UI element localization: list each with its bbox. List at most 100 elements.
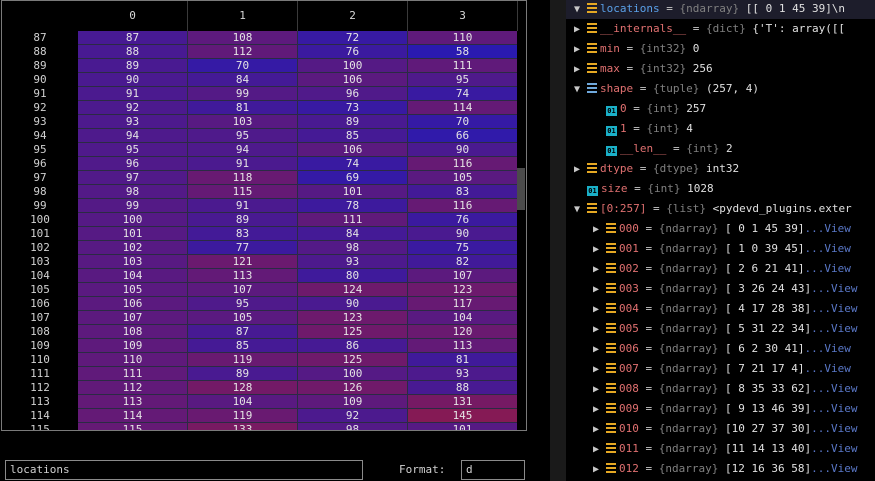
table-cell[interactable]: 73 (298, 101, 408, 115)
collapse-arrow-icon[interactable]: ▼ (573, 4, 581, 15)
table-cell[interactable]: 99 (188, 87, 298, 101)
view-link[interactable]: ...View (804, 262, 851, 275)
table-cell[interactable]: 107 (408, 269, 518, 283)
row-index[interactable]: 92 (33, 101, 47, 114)
expand-arrow-icon[interactable]: ▶ (573, 24, 581, 35)
table-cell[interactable]: 76 (298, 45, 408, 59)
tree-row[interactable]: 01 __len__ = {int} 2 (566, 139, 875, 159)
table-cell[interactable]: 106 (298, 73, 408, 87)
table-cell[interactable]: 109 (78, 339, 188, 353)
table-cell[interactable]: 111 (78, 367, 188, 381)
table-cell[interactable]: 95 (188, 297, 298, 311)
view-link[interactable]: ...View (811, 422, 858, 435)
row-index[interactable]: 103 (30, 255, 50, 268)
tree-row[interactable]: ▶ 000 = {ndarray} [ 0 1 45 39]...View (566, 219, 875, 239)
table-cell[interactable]: 93 (408, 367, 518, 381)
collapse-arrow-icon[interactable]: ▼ (573, 84, 581, 95)
table-cell[interactable]: 98 (78, 185, 188, 199)
tree-row[interactable]: ▶ 010 = {ndarray} [10 27 37 30]...View (566, 419, 875, 439)
table-cell[interactable]: 82 (408, 255, 518, 269)
tree-row[interactable]: ▶ 007 = {ndarray} [ 7 21 17 4]...View (566, 359, 875, 379)
table-cell[interactable]: 123 (298, 311, 408, 325)
row-index[interactable]: 107 (30, 311, 50, 324)
tree-row[interactable]: ▶ 001 = {ndarray} [ 1 0 39 45]...View (566, 239, 875, 259)
table-cell[interactable]: 107 (78, 311, 188, 325)
collapse-arrow-icon[interactable]: ▼ (573, 204, 581, 215)
expand-arrow-icon[interactable]: ▶ (592, 444, 600, 455)
vertical-scrollbar[interactable] (517, 31, 525, 430)
tree-row[interactable]: ▶ 009 = {ndarray} [ 9 13 46 39]...View (566, 399, 875, 419)
row-index[interactable]: 102 (30, 241, 50, 254)
table-cell[interactable]: 121 (188, 255, 298, 269)
table-cell[interactable]: 98 (298, 241, 408, 255)
table-cell[interactable]: 108 (188, 31, 298, 45)
expand-arrow-icon[interactable]: ▶ (592, 284, 600, 295)
table-cell[interactable]: 92 (298, 409, 408, 423)
table-cell[interactable]: 96 (298, 87, 408, 101)
table-cell[interactable]: 85 (188, 339, 298, 353)
tree-row[interactable]: ▶ 002 = {ndarray} [ 2 6 21 41]...View (566, 259, 875, 279)
table-cell[interactable]: 83 (188, 227, 298, 241)
view-link[interactable]: ...View (811, 322, 858, 335)
table-cell[interactable]: 104 (408, 311, 518, 325)
column-header-1[interactable]: 1 (188, 1, 298, 31)
format-input[interactable]: d (461, 460, 525, 480)
tree-row[interactable]: ▶ min = {int32} 0 (566, 39, 875, 59)
table-cell[interactable]: 89 (298, 115, 408, 129)
table-cell[interactable]: 90 (408, 143, 518, 157)
table-cell[interactable]: 133 (188, 423, 298, 430)
row-index[interactable]: 87 (33, 31, 47, 44)
table-cell[interactable]: 107 (188, 283, 298, 297)
table-cell[interactable]: 89 (188, 213, 298, 227)
tree-row[interactable]: ▼ shape = {tuple} (257, 4) (566, 79, 875, 99)
table-cell[interactable]: 90 (408, 227, 518, 241)
table-cell[interactable]: 69 (298, 171, 408, 185)
table-cell[interactable]: 113 (188, 269, 298, 283)
table-cell[interactable]: 80 (298, 269, 408, 283)
table-cell[interactable]: 100 (298, 367, 408, 381)
table-cell[interactable]: 100 (298, 59, 408, 73)
table-cell[interactable]: 105 (78, 283, 188, 297)
view-link[interactable]: ...View (811, 382, 858, 395)
table-cell[interactable]: 101 (78, 227, 188, 241)
table-cell[interactable]: 93 (78, 115, 188, 129)
table-cell[interactable]: 95 (188, 129, 298, 143)
table-cell[interactable]: 77 (188, 241, 298, 255)
table-cell[interactable]: 117 (408, 297, 518, 311)
table-cell[interactable]: 110 (408, 31, 518, 45)
table-cell[interactable]: 113 (408, 339, 518, 353)
table-cell[interactable]: 83 (408, 185, 518, 199)
table-cell[interactable]: 70 (188, 59, 298, 73)
table-cell[interactable]: 128 (188, 381, 298, 395)
table-cell[interactable]: 88 (78, 45, 188, 59)
tree-row[interactable]: ▶ 012 = {ndarray} [12 16 36 58]...View (566, 459, 875, 479)
table-cell[interactable]: 104 (78, 269, 188, 283)
table-cell[interactable]: 112 (78, 381, 188, 395)
table-cell[interactable]: 114 (408, 101, 518, 115)
table-cell[interactable]: 115 (78, 423, 188, 430)
table-cell[interactable]: 113 (78, 395, 188, 409)
table-cell[interactable]: 81 (408, 353, 518, 367)
tree-row[interactable]: 01 size = {int} 1028 (566, 179, 875, 199)
view-link[interactable]: ...View (811, 402, 858, 415)
table-cell[interactable]: 145 (408, 409, 518, 423)
row-index[interactable]: 109 (30, 339, 50, 352)
table-cell[interactable]: 93 (298, 255, 408, 269)
table-cell[interactable]: 118 (188, 171, 298, 185)
array-grid[interactable]: 0 1 2 3 87 87 108 72 110 88 88 112 76 58 89 89 70 100… (1, 0, 527, 431)
table-cell[interactable]: 75 (408, 241, 518, 255)
table-cell[interactable]: 95 (78, 143, 188, 157)
table-cell[interactable]: 84 (188, 73, 298, 87)
table-cell[interactable]: 100 (78, 213, 188, 227)
table-cell[interactable]: 99 (78, 199, 188, 213)
expand-arrow-icon[interactable]: ▶ (573, 164, 581, 175)
table-cell[interactable]: 110 (78, 353, 188, 367)
row-index[interactable]: 94 (33, 129, 47, 142)
tree-row[interactable]: ▼ [0:257] = {list} <pydevd_plugins.exter (566, 199, 875, 219)
table-cell[interactable]: 91 (188, 199, 298, 213)
table-cell[interactable]: 84 (298, 227, 408, 241)
array-name-field[interactable]: locations (5, 460, 363, 480)
table-cell[interactable]: 109 (298, 395, 408, 409)
tree-row[interactable]: ▶ 004 = {ndarray} [ 4 17 28 38]...View (566, 299, 875, 319)
table-cell[interactable]: 115 (188, 185, 298, 199)
